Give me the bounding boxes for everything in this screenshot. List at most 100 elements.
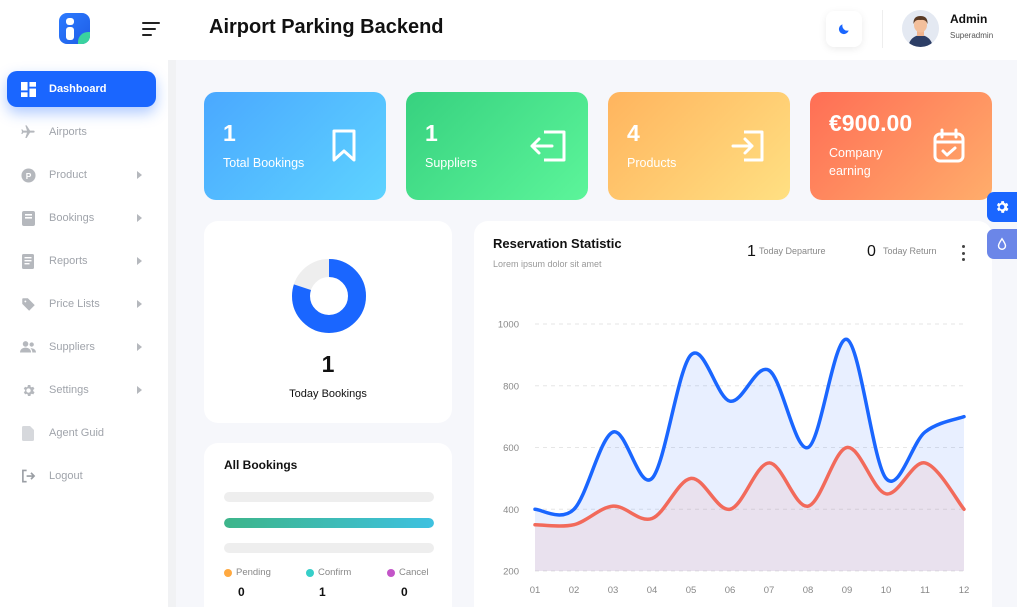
today-departure-label: Today Departure (759, 246, 826, 256)
stat-value: 1 (425, 120, 438, 146)
page-title: Airport Parking Backend (209, 16, 444, 38)
bookmark-icon (326, 128, 362, 164)
sidebar-item-agent-guid[interactable]: Agent Guid (7, 415, 156, 451)
document-icon (20, 425, 36, 441)
today-departure-count: 1 (747, 243, 756, 260)
sidebar: Dashboard Airports P Product Bookings Reports… (0, 60, 176, 607)
svg-text:P: P (25, 170, 31, 180)
x-tick-label: 07 (764, 585, 775, 596)
caret-right-icon (137, 171, 142, 179)
chart-subtitle: Lorem ipsum dolor sit amet (493, 259, 602, 269)
stat-label: Products (627, 156, 677, 170)
sidebar-item-label: Reports (49, 255, 88, 267)
menu-toggle-button[interactable] (142, 22, 160, 36)
x-tick-label: 06 (725, 585, 736, 596)
stat-card-suppliers[interactable]: 1 Suppliers (406, 92, 588, 200)
users-icon (20, 339, 36, 355)
today-return-label: Today Return (883, 246, 937, 256)
caret-right-icon (137, 257, 142, 265)
gear-icon (996, 201, 1009, 213)
legend-count: 0 (401, 585, 408, 599)
x-tick-label: 12 (959, 585, 970, 596)
today-return-count: 0 (867, 243, 876, 260)
stat-card-products[interactable]: 4 Products (608, 92, 790, 200)
stat-card-total-bookings[interactable]: 1 Total Bookings (204, 92, 386, 200)
sidebar-item-product[interactable]: P Product (7, 157, 156, 193)
top-header: Airport Parking Backend Admin Superadmin (0, 0, 1017, 60)
legend-count: 0 (238, 585, 245, 599)
plane-icon (20, 124, 36, 140)
x-tick-label: 05 (686, 585, 697, 596)
more-options-button[interactable] (956, 245, 970, 261)
settings-float-button[interactable] (987, 192, 1017, 222)
x-tick-label: 03 (608, 585, 619, 596)
legend-count: 1 (319, 585, 326, 599)
legend-dot (387, 568, 395, 577)
legend-pending: Pending (224, 567, 271, 578)
y-tick-label: 800 (503, 381, 519, 392)
y-tick-label: 200 (503, 567, 519, 578)
sidebar-item-label: Price Lists (49, 298, 100, 310)
sidebar-item-settings[interactable]: Settings (7, 372, 156, 408)
sidebar-scrollbar[interactable] (168, 60, 176, 607)
today-bookings-label: Today Bookings (289, 388, 367, 400)
gear-icon (20, 382, 36, 398)
avatar[interactable] (902, 10, 939, 47)
x-tick-label: 01 (530, 585, 541, 596)
legend-label: Confirm (318, 567, 352, 578)
series-line-0 (533, 337, 966, 517)
caret-right-icon (137, 214, 142, 222)
sidebar-item-bookings[interactable]: Bookings (7, 200, 156, 236)
legend-cancel: Cancel (387, 567, 429, 578)
product-p-icon: P (20, 167, 36, 183)
legend-dot (306, 568, 314, 577)
reservation-chart-card (474, 221, 992, 607)
logout-box-icon (528, 128, 566, 164)
x-tick-label: 09 (842, 585, 853, 596)
app-logo[interactable] (59, 13, 90, 44)
color-float-button[interactable] (987, 229, 1017, 259)
x-tick-label: 02 (569, 585, 580, 596)
sidebar-item-logout[interactable]: Logout (7, 458, 156, 494)
user-role: Superadmin (950, 31, 994, 40)
sidebar-item-airports[interactable]: Airports (7, 114, 156, 150)
stat-value: 4 (627, 120, 640, 146)
x-tick-label: 10 (881, 585, 892, 596)
user-name[interactable]: Admin (950, 12, 988, 26)
y-tick-label: 1000 (498, 320, 519, 331)
tag-icon (20, 296, 36, 312)
series-line-1 (533, 445, 966, 528)
droplet-icon (997, 237, 1007, 250)
series-area-1 (535, 447, 964, 571)
theme-toggle-button[interactable] (826, 11, 862, 47)
x-tick-label: 04 (647, 585, 658, 596)
booking-progress-bar (224, 518, 434, 528)
sidebar-item-reports[interactable]: Reports (7, 243, 156, 279)
calendar-check-icon (932, 128, 968, 164)
report-icon (20, 253, 36, 269)
stat-card-company-earning[interactable]: €900.00 Company earning (810, 92, 992, 200)
legend-label: Cancel (399, 567, 429, 578)
sidebar-item-label: Suppliers (49, 341, 95, 353)
legend-label: Pending (236, 567, 271, 578)
caret-right-icon (137, 386, 142, 394)
sidebar-item-label: Agent Guid (49, 427, 105, 439)
sidebar-item-dashboard[interactable]: Dashboard (7, 71, 156, 107)
today-bookings-value: 1 (321, 351, 335, 377)
caret-right-icon (137, 343, 142, 351)
stat-value: 1 (223, 120, 236, 146)
sidebar-item-label: Product (49, 169, 87, 181)
logout-icon (20, 468, 36, 484)
y-tick-label: 400 (503, 505, 519, 516)
sidebar-item-label: Dashboard (49, 83, 107, 95)
moon-icon (838, 24, 849, 35)
booking-progress-bar (224, 492, 434, 502)
sidebar-item-label: Settings (49, 384, 89, 396)
header-divider (882, 10, 883, 48)
stat-label: Total Bookings (223, 156, 305, 170)
series-area-0 (535, 339, 964, 571)
caret-right-icon (137, 300, 142, 308)
sidebar-item-suppliers[interactable]: Suppliers (7, 329, 156, 365)
book-icon (20, 210, 36, 226)
sidebar-item-price-lists[interactable]: Price Lists (7, 286, 156, 322)
